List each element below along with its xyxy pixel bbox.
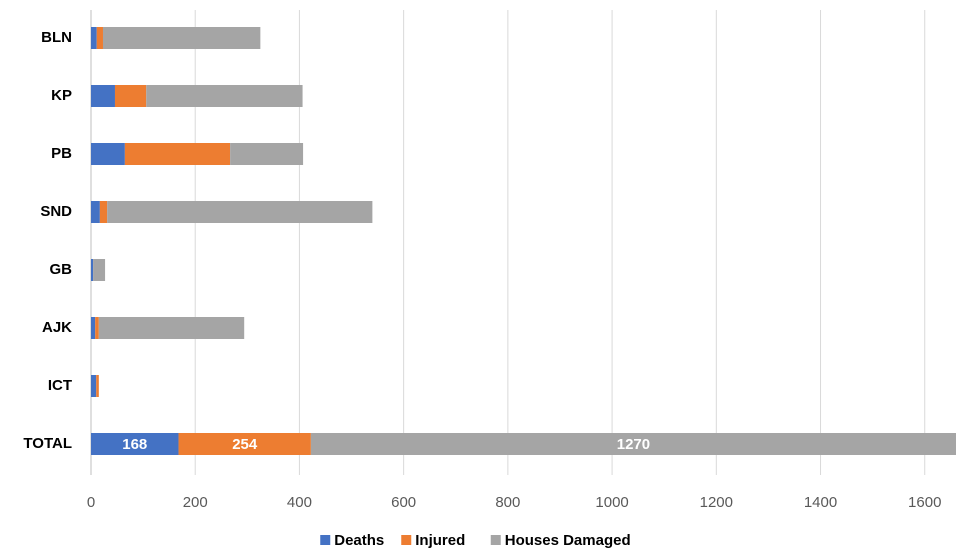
- bar-segment: [91, 201, 100, 223]
- bar-segment: [98, 317, 245, 339]
- bar-segment: [96, 375, 99, 397]
- legend-label: Injured: [415, 532, 465, 549]
- bar-segment: [107, 201, 373, 223]
- bar-segment: [91, 143, 125, 165]
- legend-swatch: [490, 535, 501, 545]
- data-label: 168: [122, 436, 147, 453]
- bar-segment: [114, 85, 147, 107]
- y-tick-label: PB: [51, 145, 72, 162]
- x-tick-label: 200: [183, 494, 208, 511]
- bar-segment: [91, 85, 115, 107]
- x-tick-label: 1200: [700, 494, 733, 511]
- x-tick-label: 0: [87, 494, 95, 511]
- y-tick-label: TOTAL: [23, 435, 72, 452]
- y-tick-label: KP: [51, 87, 72, 104]
- legend-label: Deaths: [334, 532, 384, 549]
- y-tick-label: AJK: [42, 319, 72, 336]
- data-label: 1270: [617, 436, 650, 453]
- bar-segment: [124, 143, 231, 165]
- x-tick-label: 1600: [908, 494, 941, 511]
- x-tick-label: 1400: [804, 494, 837, 511]
- x-tick-label: 400: [287, 494, 312, 511]
- bar-segment: [91, 259, 94, 281]
- bar-segment: [230, 143, 304, 165]
- bar-segment: [91, 433, 179, 455]
- data-label: 254: [232, 436, 258, 453]
- bar-segment: [91, 317, 96, 339]
- x-tick-label: 1000: [595, 494, 628, 511]
- x-tick-label: 800: [495, 494, 520, 511]
- bar-segment: [146, 85, 303, 107]
- bar-segment: [310, 433, 956, 455]
- bar-segment: [178, 433, 311, 455]
- legend-swatch: [320, 535, 331, 545]
- y-tick-label: ICT: [48, 377, 72, 394]
- bar-segment: [91, 375, 97, 397]
- y-tick-label: SND: [40, 203, 72, 220]
- y-tick-label: BLN: [41, 29, 72, 46]
- legend-label: Houses Damaged: [505, 532, 631, 549]
- bar-segment: [96, 27, 103, 49]
- legend-swatch: [401, 535, 412, 545]
- bar-segment: [91, 27, 97, 49]
- bar-segment: [95, 317, 99, 339]
- bar-segment: [99, 201, 108, 223]
- x-tick-label: 600: [391, 494, 416, 511]
- bar-segment: [93, 259, 106, 281]
- bar-segment: [102, 27, 261, 49]
- y-tick-label: GB: [50, 261, 73, 278]
